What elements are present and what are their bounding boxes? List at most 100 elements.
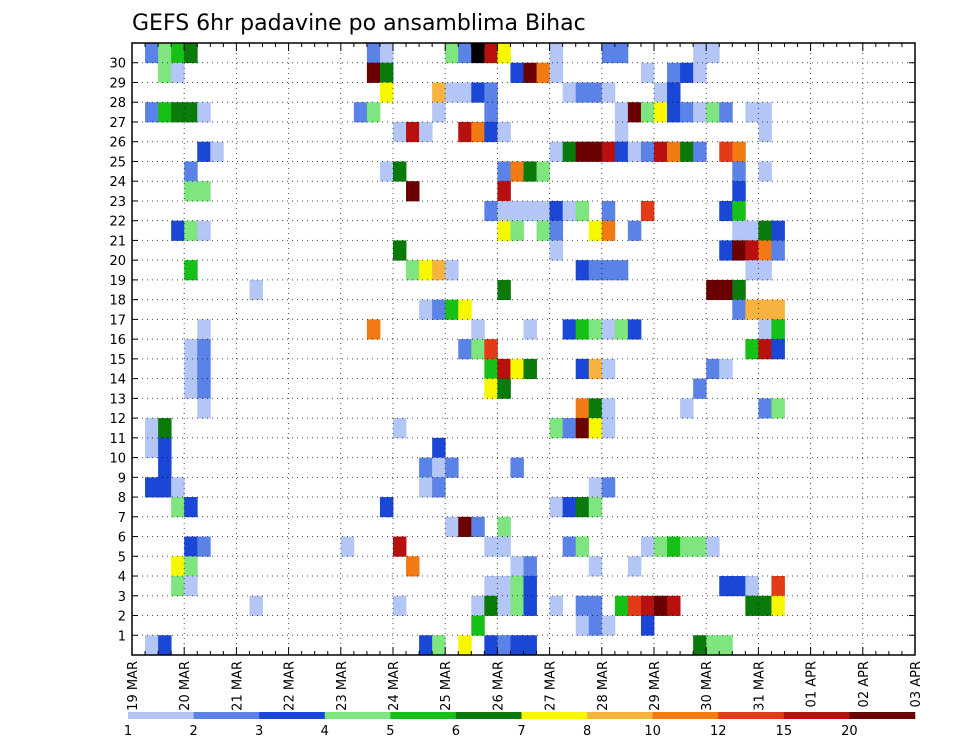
heatmap-cell [197, 398, 211, 419]
heatmap-cell [654, 102, 668, 123]
heatmap-cell [419, 457, 433, 478]
heatmap-cell [693, 378, 707, 399]
heatmap-cell [419, 635, 433, 656]
heatmap-cell [601, 418, 616, 439]
heatmap-cell [614, 102, 629, 123]
heatmap-cell [497, 279, 511, 301]
heatmap-cell [497, 536, 511, 557]
heatmap-cell [693, 62, 707, 83]
heatmap-cell [171, 497, 185, 518]
heatmap-cell [484, 43, 498, 64]
heatmap-cell [393, 240, 407, 261]
heatmap-cell [575, 536, 590, 557]
legend-label: 7 [517, 724, 525, 739]
heatmap-cell [627, 220, 642, 241]
heatmap-cell [719, 635, 733, 656]
heatmap-cell [680, 398, 694, 419]
heatmap-cell [719, 576, 733, 597]
heatmap-cell [588, 260, 603, 281]
heatmap-cell [640, 536, 655, 557]
y-tick-label: 21 [109, 234, 126, 249]
heatmap-cell [575, 418, 590, 439]
heatmap-cell [406, 181, 420, 202]
heatmap-cell [379, 43, 394, 64]
heatmap-cell [693, 102, 707, 123]
heatmap-cell [445, 457, 459, 478]
legend-swatch [718, 712, 785, 719]
heatmap-cell [549, 62, 564, 83]
heatmap-cell [510, 556, 524, 577]
heatmap-cell [171, 43, 185, 64]
heatmap-cell [510, 358, 524, 380]
heatmap-cell [654, 595, 668, 616]
heatmap-cell [145, 418, 159, 439]
y-tick-label: 15 [109, 353, 126, 368]
heatmap-cell [145, 102, 159, 123]
heatmap-cell [601, 319, 616, 340]
heatmap-cell [432, 82, 446, 103]
heatmap-cell [497, 200, 511, 222]
heatmap-cell [614, 43, 629, 64]
heatmap-cell [654, 141, 668, 162]
heatmap-cell [197, 358, 211, 380]
heatmap-cell [706, 279, 720, 301]
legend-swatch [455, 712, 522, 719]
heatmap-cell [366, 319, 381, 340]
heatmap-cell [601, 200, 616, 222]
heatmap-cell [510, 161, 524, 182]
heatmap-cell [680, 141, 694, 162]
heatmap-cell [549, 141, 564, 162]
heatmap-cell [171, 556, 185, 577]
heatmap-cell [523, 358, 537, 380]
heatmap-cell [588, 358, 603, 380]
heatmap-cell [706, 358, 720, 380]
heatmap-cell [432, 477, 446, 498]
y-tick-label: 7 [118, 511, 126, 526]
heatmap-cell [393, 595, 407, 616]
heatmap-cell [197, 141, 211, 162]
heatmap-cell [184, 576, 198, 597]
heatmap-cell [771, 398, 785, 419]
heatmap-cell [158, 43, 172, 64]
heatmap-cell [562, 200, 577, 222]
heatmap-cell [640, 615, 655, 636]
heatmap-cell [471, 615, 485, 636]
heatmap-cell [510, 576, 524, 597]
x-tick-label: 28 MAR [596, 661, 611, 711]
heatmap-cell [536, 161, 550, 182]
heatmap-cell [497, 220, 511, 241]
heatmap-cell [640, 62, 655, 83]
heatmap-cell [393, 536, 407, 557]
heatmap-cell [575, 398, 590, 419]
heatmap-cell [145, 477, 159, 498]
heatmap-cell [601, 82, 616, 103]
heatmap-cell [562, 82, 577, 103]
legend-label: 1 [124, 724, 132, 739]
heatmap-cell [588, 595, 603, 616]
heatmap-cell [588, 82, 603, 103]
heatmap-cell [562, 141, 577, 162]
heatmap-cell [445, 43, 459, 64]
heatmap-cell [171, 220, 185, 241]
heatmap-cell [732, 200, 746, 222]
y-tick-label: 5 [118, 550, 126, 565]
heatmap-cell [523, 556, 537, 577]
heatmap-cell [510, 457, 524, 478]
legend-swatch [259, 712, 326, 719]
heatmap-cell [706, 102, 720, 123]
heatmap-cell [171, 576, 185, 597]
heatmap-cell [379, 161, 394, 182]
legend-label: 5 [386, 724, 394, 739]
x-tick-label: 21 MAR [230, 661, 245, 711]
x-tick-label: 25 MAR [439, 661, 454, 711]
heatmap-cell [497, 516, 511, 537]
heatmap-cell [771, 299, 785, 320]
heatmap-cell [184, 260, 198, 281]
heatmap-cell [484, 200, 498, 222]
heatmap-cell [614, 141, 629, 162]
heatmap-cell [680, 102, 694, 123]
heatmap-cell [601, 220, 616, 241]
heatmap-cell [184, 181, 198, 202]
heatmap-cell [419, 477, 433, 498]
heatmap-cell [758, 260, 772, 281]
